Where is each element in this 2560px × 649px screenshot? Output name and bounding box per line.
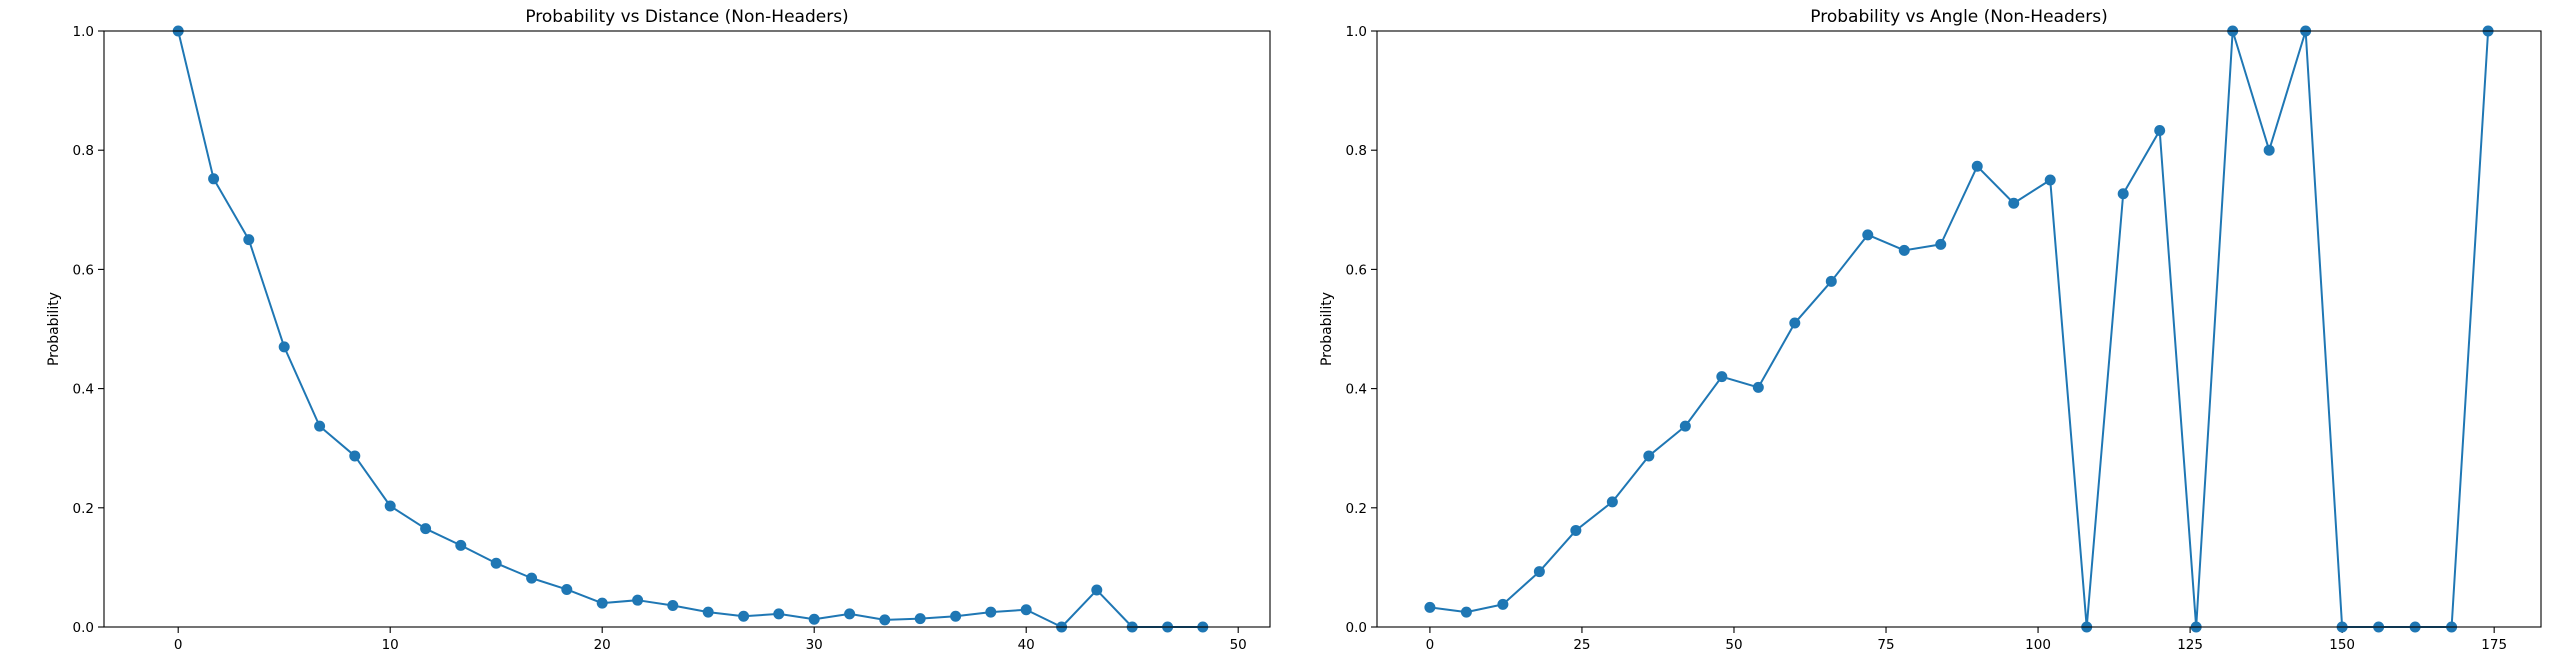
angle-chart-xtick-label-2: 50 bbox=[1725, 637, 1742, 649]
distance-chart-point-13 bbox=[632, 594, 644, 606]
angle-chart-point-10 bbox=[1789, 317, 1801, 329]
angle-chart-point-2 bbox=[1497, 598, 1509, 610]
angle-chart-ytick-label-0: 0.0 bbox=[1346, 620, 1367, 636]
distance-chart-series bbox=[172, 25, 1209, 633]
angle-chart-point-3 bbox=[1533, 566, 1545, 578]
angle-chart-point-19 bbox=[2117, 188, 2129, 200]
angle-chart-ytick-label-4: 0.8 bbox=[1346, 143, 1367, 159]
angle-chart-point-17 bbox=[2044, 174, 2056, 186]
distance-chart-ytick-label-0: 0.0 bbox=[73, 620, 94, 636]
distance-chart-point-3 bbox=[278, 341, 290, 353]
distance-chart-point-16 bbox=[738, 610, 750, 622]
distance-chart-xtick-label-5: 50 bbox=[1230, 637, 1247, 649]
distance-chart-xtick-label-1: 10 bbox=[382, 637, 399, 649]
angle-chart-point-0 bbox=[1424, 601, 1436, 613]
angle-chart-point-6 bbox=[1643, 450, 1655, 462]
angle-chart-xtick-label-3: 75 bbox=[1877, 637, 1894, 649]
angle-chart-point-5 bbox=[1606, 496, 1618, 508]
angle-chart-point-8 bbox=[1716, 371, 1728, 383]
angle-chart-ylabel: Probability bbox=[1319, 292, 1335, 366]
distance-chart-ytick-label-2: 0.4 bbox=[73, 382, 94, 398]
angle-chart-frame bbox=[1376, 30, 2542, 628]
distance-chart-point-20 bbox=[879, 614, 891, 626]
angle-chart-point-20 bbox=[2154, 125, 2166, 137]
angle-chart-ytick-label-1: 0.2 bbox=[1346, 501, 1367, 517]
angle-chart-point-23 bbox=[2263, 144, 2275, 156]
angle-chart-xtick-label-6: 150 bbox=[2329, 637, 2355, 649]
distance-chart-point-1 bbox=[208, 173, 220, 185]
distance-chart-frame bbox=[103, 30, 1271, 628]
distance-chart-ticks: 0 10 20 30 40 50 0.0 0.2 0.4 0.6 0.8 1.0 bbox=[73, 24, 1247, 649]
angle-chart-title: Probability vs Angle (Non-Headers) bbox=[1810, 7, 2107, 27]
angle-chart-point-16 bbox=[2008, 197, 2020, 209]
distance-chart-point-5 bbox=[349, 450, 361, 462]
distance-chart-point-8 bbox=[455, 539, 467, 551]
distance-chart-ytick-label-3: 0.6 bbox=[73, 262, 94, 278]
angle-chart-point-13 bbox=[1898, 244, 1910, 256]
angle-chart-point-12 bbox=[1862, 229, 1874, 241]
distance-chart-ylabel: Probability bbox=[46, 292, 62, 366]
angle-chart-xtick-label-0: 0 bbox=[1426, 637, 1435, 649]
distance-chart: Probability vs Distance (Non-Headers) Pr… bbox=[46, 7, 1271, 649]
distance-chart-series-line bbox=[177, 30, 1203, 628]
angle-chart-xtick-label-7: 175 bbox=[2481, 637, 2507, 649]
distance-chart-xtick-label-4: 40 bbox=[1018, 637, 1035, 649]
distance-chart-point-15 bbox=[702, 606, 714, 618]
distance-chart-point-10 bbox=[526, 572, 538, 584]
distance-chart-point-14 bbox=[667, 600, 679, 612]
angle-chart-ytick-label-3: 0.6 bbox=[1346, 262, 1367, 278]
angle-chart-point-15 bbox=[1971, 160, 1983, 172]
distance-chart-point-24 bbox=[1020, 604, 1032, 616]
distance-chart-xtick-label-0: 0 bbox=[174, 637, 183, 649]
distance-chart-point-2 bbox=[243, 234, 255, 246]
distance-chart-point-9 bbox=[490, 557, 502, 569]
distance-chart-point-18 bbox=[808, 613, 820, 625]
distance-chart-ytick-label-4: 0.8 bbox=[73, 143, 94, 159]
angle-chart-point-4 bbox=[1570, 524, 1582, 536]
angle-chart-point-7 bbox=[1679, 420, 1691, 432]
distance-chart-point-22 bbox=[950, 610, 962, 622]
angle-chart: Probability vs Angle (Non-Headers) Proba… bbox=[1319, 7, 2542, 649]
angle-chart-series bbox=[1424, 25, 2494, 633]
angle-chart-series-line bbox=[1429, 30, 2490, 628]
distance-chart-point-17 bbox=[773, 608, 785, 620]
distance-chart-point-19 bbox=[844, 608, 856, 620]
angle-chart-point-1 bbox=[1460, 606, 1472, 618]
angle-chart-xtick-label-5: 125 bbox=[2177, 637, 2203, 649]
angle-chart-ytick-label-2: 0.4 bbox=[1346, 382, 1367, 398]
distance-chart-point-26 bbox=[1091, 584, 1103, 596]
distance-chart-point-4 bbox=[314, 420, 326, 432]
distance-chart-point-12 bbox=[596, 597, 608, 609]
distance-chart-point-6 bbox=[384, 500, 396, 512]
angle-chart-point-14 bbox=[1935, 238, 1947, 250]
angle-chart-ticks: 0 25 50 75 100 125 150 175 0.0 0.2 0.4 0.6 0.8 1.0 bbox=[1346, 24, 2508, 649]
angle-chart-point-9 bbox=[1752, 381, 1764, 393]
distance-chart-xtick-label-2: 20 bbox=[594, 637, 611, 649]
distance-chart-point-7 bbox=[420, 523, 432, 535]
distance-chart-point-11 bbox=[561, 583, 573, 595]
angle-chart-xtick-label-1: 25 bbox=[1573, 637, 1590, 649]
distance-chart-xtick-label-3: 30 bbox=[806, 637, 823, 649]
distance-chart-point-23 bbox=[985, 606, 997, 618]
angle-chart-ytick-label-5: 1.0 bbox=[1346, 24, 1367, 40]
angle-chart-xtick-label-4: 100 bbox=[2025, 637, 2051, 649]
distance-chart-ytick-label-1: 0.2 bbox=[73, 501, 94, 517]
angle-chart-point-11 bbox=[1825, 275, 1837, 287]
distance-chart-title: Probability vs Distance (Non-Headers) bbox=[525, 7, 848, 27]
distance-chart-point-21 bbox=[914, 613, 926, 625]
distance-chart-ytick-label-5: 1.0 bbox=[73, 24, 94, 40]
